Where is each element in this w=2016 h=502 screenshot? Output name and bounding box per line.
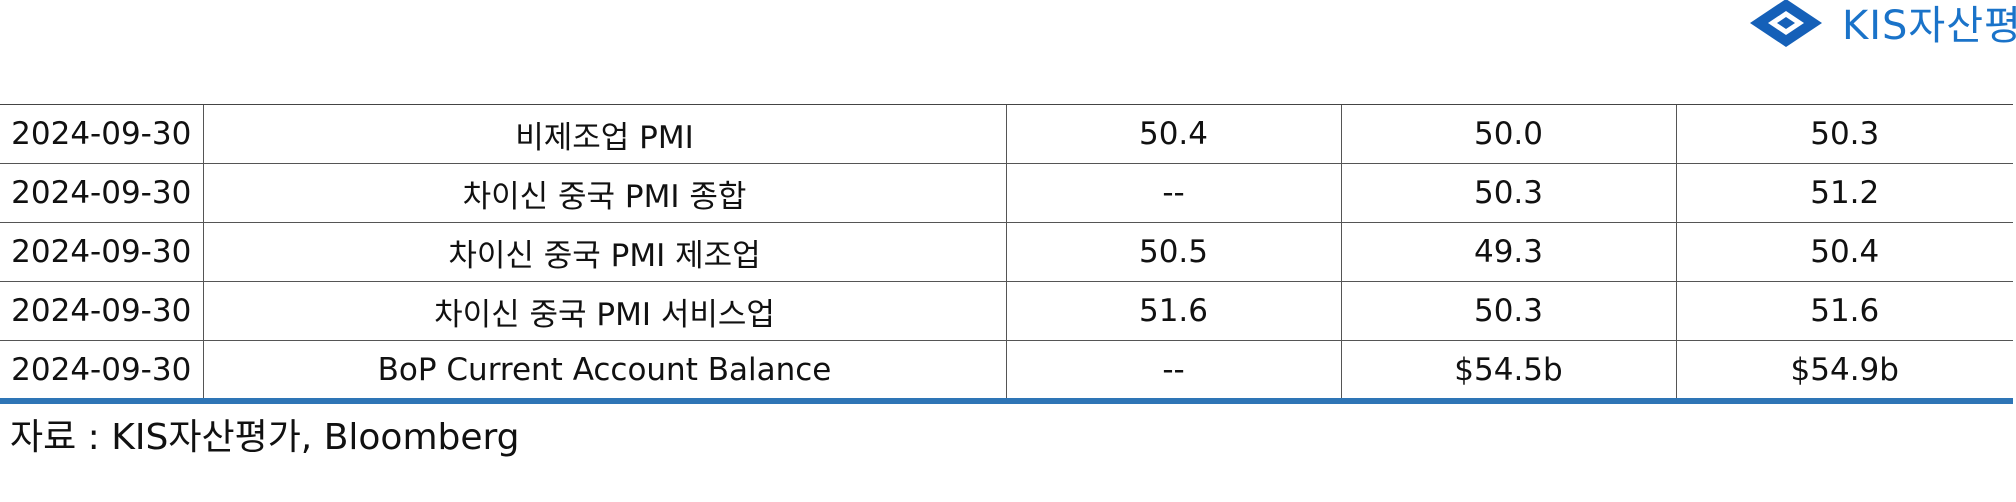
value-cell: -- [1005, 163, 1341, 223]
indicator-cell: 차이신 중국 PMI 제조업 [202, 222, 1006, 282]
indicator-cell: 차이신 중국 PMI 종합 [202, 163, 1006, 223]
indicator-cell: 차이신 중국 PMI 서비스업 [202, 281, 1006, 341]
value-cell: 50.5 [1005, 222, 1341, 282]
value-cell: 49.3 [1340, 222, 1676, 282]
table-row: 2024-09-30 차이신 중국 PMI 제조업 50.5 49.3 50.4 [0, 222, 2013, 282]
value-cell: 51.6 [1675, 281, 2013, 341]
company-logo: KIS자산평가 [1744, 0, 2016, 52]
value-cell: 50.4 [1675, 222, 2013, 282]
indicator-cell: 비제조업 PMI [202, 104, 1006, 164]
value-cell: -- [1005, 340, 1341, 399]
table-row: 2024-09-30 비제조업 PMI 50.4 50.0 50.3 [0, 104, 2013, 164]
source-note: 자료 : KIS자산평가, Bloomberg [10, 417, 520, 458]
value-cell: $54.5b [1340, 340, 1676, 399]
date-cell: 2024-09-30 [0, 340, 203, 399]
value-cell: 51.2 [1675, 163, 2013, 223]
table-row: 2024-09-30 차이신 중국 PMI 서비스업 51.6 50.3 51.… [0, 281, 2013, 341]
value-cell: 50.0 [1340, 104, 1676, 164]
date-cell: 2024-09-30 [0, 222, 203, 282]
value-cell: 50.3 [1675, 104, 2013, 164]
value-cell: 50.3 [1340, 281, 1676, 341]
table-bottom-rule [0, 398, 2013, 404]
logo-text: KIS자산평가 [1842, 3, 2016, 49]
value-cell: 51.6 [1005, 281, 1341, 341]
date-cell: 2024-09-30 [0, 281, 203, 341]
kis-diamond-logo-icon [1750, 0, 1822, 47]
table-row: 2024-09-30 차이신 중국 PMI 종합 -- 50.3 51.2 [0, 163, 2013, 223]
value-cell: 50.3 [1340, 163, 1676, 223]
value-cell: 50.4 [1005, 104, 1341, 164]
date-cell: 2024-09-30 [0, 104, 203, 164]
table-row: 2024-09-30 BoP Current Account Balance -… [0, 340, 2013, 399]
date-cell: 2024-09-30 [0, 163, 203, 223]
economic-indicator-table: 2024-09-30 비제조업 PMI 50.4 50.0 50.3 2024-… [0, 104, 2013, 399]
indicator-cell: BoP Current Account Balance [202, 340, 1006, 399]
value-cell: $54.9b [1675, 340, 2013, 399]
